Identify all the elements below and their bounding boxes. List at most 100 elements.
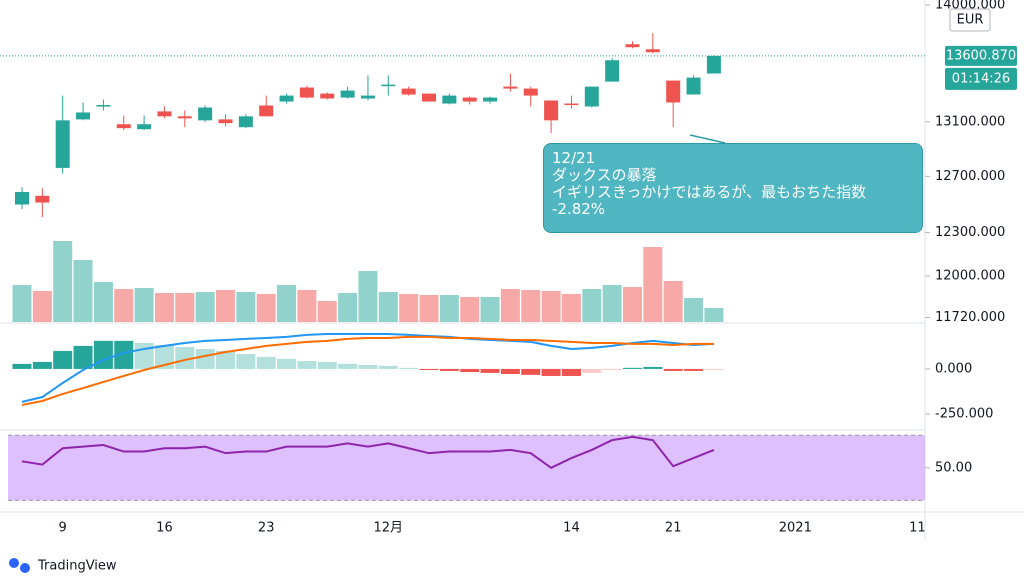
y-tick-label: 11720.000 xyxy=(935,310,1005,325)
candle-body xyxy=(401,88,416,95)
candle-body xyxy=(76,112,91,120)
macd-histogram-bar xyxy=(236,353,256,369)
candle-body xyxy=(625,44,640,48)
macd-histogram-bar xyxy=(338,363,358,369)
x-tick-label: 14 xyxy=(563,521,580,536)
macd-histogram-bar xyxy=(12,363,32,369)
volume-bar xyxy=(53,241,73,322)
brand: TradingView xyxy=(37,559,117,574)
logo: TradingView xyxy=(9,558,117,574)
annotation-line: ダックスの暴落 xyxy=(552,166,657,184)
macd-histogram-bar xyxy=(256,356,276,369)
volume-bar xyxy=(460,297,480,322)
candle-body xyxy=(177,116,192,119)
volume-bar xyxy=(154,293,174,322)
volume-bar xyxy=(12,285,32,322)
volume-bar xyxy=(175,293,195,322)
macd-line xyxy=(21,335,714,406)
candle-body xyxy=(645,49,660,53)
macd-histogram-bar xyxy=(684,368,704,371)
candle-body xyxy=(218,119,233,124)
candle-body xyxy=(157,111,172,117)
y-tick-label: 12300.000 xyxy=(935,225,1005,240)
x-tick-label: 23 xyxy=(258,521,275,536)
candle-body xyxy=(35,195,50,203)
macd-histogram-bar xyxy=(114,340,134,369)
candle-body xyxy=(442,95,457,104)
macd-histogram-bar xyxy=(216,350,235,369)
x-tick-label: 2021 xyxy=(779,521,812,536)
volume-bar xyxy=(541,291,561,322)
macd-histogram-bar xyxy=(134,343,154,369)
volume-bar xyxy=(73,260,93,322)
macd-histogram-bar xyxy=(623,367,642,369)
candle-body xyxy=(523,88,538,96)
macd-histogram-bar xyxy=(419,368,439,371)
candle-body xyxy=(238,116,253,128)
candle-body xyxy=(360,95,375,99)
volume-bar xyxy=(338,293,358,322)
volume-bar xyxy=(134,288,154,322)
candle-body xyxy=(564,103,579,106)
macd-histogram-bar xyxy=(53,350,73,369)
candle-body xyxy=(198,107,213,121)
currency: EUR xyxy=(957,13,984,28)
logo-mark xyxy=(9,558,19,568)
volume-bar xyxy=(358,271,378,322)
macd-histogram-bar xyxy=(439,368,459,371)
countdown-box xyxy=(945,67,1017,90)
candle-body xyxy=(381,84,396,87)
volume-bar xyxy=(602,285,622,322)
macd-histogram-bar xyxy=(93,340,113,369)
y-tick-label: 12700.000 xyxy=(935,169,1005,184)
macd-histogram-bar xyxy=(541,368,561,376)
macd-histogram-bar xyxy=(480,368,500,373)
volume-bar xyxy=(277,285,297,322)
x-tick-label: 16 xyxy=(156,521,173,536)
volume-bar xyxy=(480,297,500,322)
candle-body xyxy=(544,100,559,121)
x-tick-label: 9 xyxy=(59,521,67,536)
volume-bar xyxy=(643,247,663,322)
candle-body xyxy=(503,86,518,89)
macd-histogram-bar xyxy=(663,368,683,371)
candle-body xyxy=(116,124,131,129)
candle-body xyxy=(55,120,70,168)
volume-bar xyxy=(684,298,704,322)
volume-bar xyxy=(704,308,724,322)
annotation-line: イギリスきっかけではあるが、最もおちた指数 xyxy=(552,183,867,201)
macd-histogram-bar xyxy=(175,346,195,369)
macd-histogram-bar xyxy=(378,365,398,369)
volume-bar xyxy=(623,287,642,322)
x-tick-label: 21 xyxy=(665,521,682,536)
y-tick-label: 12000.000 xyxy=(935,268,1005,283)
volume-bar xyxy=(236,292,256,322)
volume-bar xyxy=(521,290,541,322)
candle-body xyxy=(15,192,29,205)
y-tick-label: 50.00 xyxy=(935,460,972,475)
candle-body xyxy=(137,124,152,130)
volume-bar xyxy=(378,292,398,322)
countdown: 01:14:26 xyxy=(952,71,1010,86)
macd-histogram-bar xyxy=(195,348,215,369)
candle-body xyxy=(320,93,335,99)
volume-bar xyxy=(32,291,52,322)
annotation-pointer xyxy=(689,134,726,144)
macd-line xyxy=(21,333,714,403)
rsi-line xyxy=(21,435,715,469)
candle-body xyxy=(279,95,294,102)
x-tick-label: 12月 xyxy=(374,521,404,536)
rsi-band xyxy=(8,435,925,501)
candle-body xyxy=(686,77,701,95)
volume-bar xyxy=(256,294,276,322)
candle-body xyxy=(706,55,721,74)
volume-bar xyxy=(419,295,439,322)
x-tick-label: 11 xyxy=(909,521,926,536)
volume-bar xyxy=(93,282,113,322)
volume-bar xyxy=(663,281,683,322)
macd-histogram-bar xyxy=(399,367,419,369)
candle-body xyxy=(422,93,436,102)
